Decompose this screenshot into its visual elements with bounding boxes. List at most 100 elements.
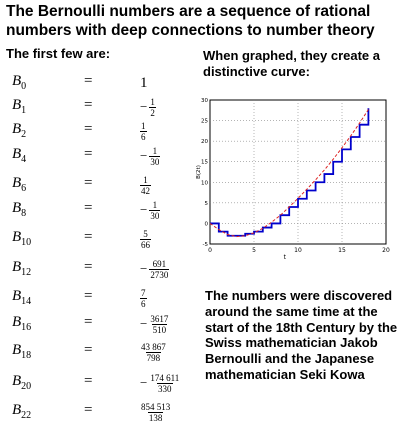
bernoulli-index: 0: [21, 81, 27, 92]
bernoulli-value: −174 611 330: [140, 370, 180, 396]
equals-sign: =: [84, 373, 93, 389]
bernoulli-value: −1 2: [140, 94, 156, 120]
fraction-numerator: 7: [141, 287, 146, 298]
page-title: The Bernoulli numbers are a sequence of …: [6, 3, 375, 39]
bernoulli-symbol: B12: [12, 259, 32, 278]
fraction-denominator: 6: [140, 130, 147, 142]
minus-sign: −: [140, 261, 148, 276]
value-fraction: 1 30: [149, 200, 161, 221]
y-tick-label: 30: [201, 98, 208, 104]
y-tick-label: 10: [201, 180, 208, 186]
bernoulli-row: B0 = 1: [0, 70, 200, 96]
bernoulli-value: 854 513 138: [140, 399, 171, 425]
fraction-denominator: 30: [149, 209, 161, 221]
fraction-denominator: 510: [151, 323, 168, 335]
bernoulli-index: 4: [21, 154, 27, 165]
value-fraction: 174 611 330: [149, 373, 180, 394]
fraction-numerator: 1: [152, 145, 158, 156]
fraction-numerator: 5: [143, 228, 148, 239]
bernoulli-symbol: B1: [12, 97, 27, 116]
fraction-numerator: 854 513: [141, 401, 171, 412]
bernoulli-symbol: B8: [12, 200, 27, 219]
bernoulli-value: 43 867 798: [140, 339, 167, 365]
fraction-denominator: 2: [149, 106, 156, 118]
y-axis-label: B(2t): [196, 165, 202, 179]
bernoulli-symbol: B6: [12, 175, 27, 194]
y-tick-label: -5: [203, 242, 209, 248]
equals-sign: =: [84, 314, 93, 330]
history-text: The numbers were discovered around the s…: [205, 288, 398, 382]
bernoulli-row: B14 = 7 6: [0, 285, 200, 311]
fraction-numerator: 1: [150, 96, 155, 107]
bernoulli-index: 6: [21, 183, 27, 194]
y-tick-label: 15: [201, 160, 208, 166]
bernoulli-value: −3617 510: [140, 311, 169, 337]
bernoulli-row: B6 = 1 42: [0, 172, 200, 198]
bernoulli-index: 2: [21, 129, 27, 140]
equals-sign: =: [84, 288, 93, 304]
dashed-series-line: [209, 109, 369, 238]
bernoulli-list: B0 = 1 B1 = −1 2 B2 = 1 6 B4 = −1 30 B6 = 1 42 B8 = −1 30 B10 = 5…: [0, 0, 200, 423]
fraction-numerator: 691: [152, 258, 167, 269]
bernoulli-row: B18 = 43 867 798: [0, 339, 200, 365]
minus-sign: −: [140, 148, 148, 163]
fraction-numerator: 174 611: [150, 372, 180, 383]
bernoulli-row: B4 = −1 30: [0, 143, 200, 169]
bernoulli-symbol: B0: [12, 73, 27, 92]
bernoulli-row: B20 = −174 611 330: [0, 370, 200, 396]
equals-sign: =: [84, 259, 93, 275]
bernoulli-symbol: B22: [12, 402, 32, 421]
bernoulli-value: 5 66: [140, 226, 151, 252]
value-fraction: 43 867 798: [140, 342, 167, 363]
minus-sign: −: [140, 375, 148, 390]
value-fraction: 3617 510: [149, 314, 169, 335]
bernoulli-row: B10 = 5 66: [0, 226, 200, 252]
minus-sign: −: [140, 202, 148, 217]
bernoulli-value: 1 42: [140, 172, 151, 198]
bernoulli-index: 16: [21, 322, 32, 333]
equals-sign: =: [84, 146, 93, 162]
fraction-denominator: 330: [157, 382, 173, 394]
y-tick-label: 25: [201, 119, 208, 125]
bernoulli-symbol: B2: [12, 121, 27, 140]
bernoulli-index: 12: [21, 267, 32, 278]
value-fraction: 1 30: [149, 145, 161, 167]
y-tick-label: 5: [205, 201, 209, 207]
x-tick-label: 10: [294, 247, 302, 254]
fraction-denominator: 798: [145, 351, 162, 363]
fraction-numerator: 43 867: [141, 341, 166, 352]
bernoulli-index: 1: [21, 105, 27, 116]
bernoulli-index: 18: [21, 350, 32, 361]
bernoulli-symbol: B10: [12, 229, 32, 248]
list-caption: The first few are:: [6, 46, 111, 61]
fraction-denominator: 6: [140, 297, 147, 309]
bernoulli-index: 10: [21, 237, 32, 248]
fraction-denominator: 138: [147, 411, 164, 423]
value-fraction: 1 42: [140, 175, 151, 196]
bernoulli-row: B1 = −1 2: [0, 94, 200, 120]
bernoulli-index: 22: [21, 410, 32, 421]
bernoulli-index: 8: [21, 208, 27, 219]
bernoulli-symbol: B16: [12, 314, 32, 333]
bernoulli-row: B2 = 1 6: [0, 118, 200, 144]
equals-sign: =: [84, 175, 93, 191]
equals-sign: =: [84, 73, 93, 89]
x-tick-label: 0: [208, 247, 212, 254]
minus-sign: −: [140, 99, 148, 114]
bernoulli-row: B8 = −1 30: [0, 197, 200, 223]
value-fraction: 691 2730: [149, 258, 170, 280]
y-tick-label: 0: [205, 221, 209, 227]
bernoulli-symbol: B20: [12, 373, 32, 392]
fraction-denominator: 2730: [149, 268, 170, 280]
fraction-denominator: 66: [140, 238, 151, 250]
x-axis-label: t: [284, 254, 287, 260]
chart-caption: When graphed, they create a distinctive …: [203, 48, 380, 79]
bernoulli-value: −691 2730: [140, 256, 170, 282]
fraction-denominator: 42: [140, 184, 151, 196]
fraction-denominator: 30: [149, 155, 161, 167]
y-tick-label: 20: [201, 139, 208, 145]
